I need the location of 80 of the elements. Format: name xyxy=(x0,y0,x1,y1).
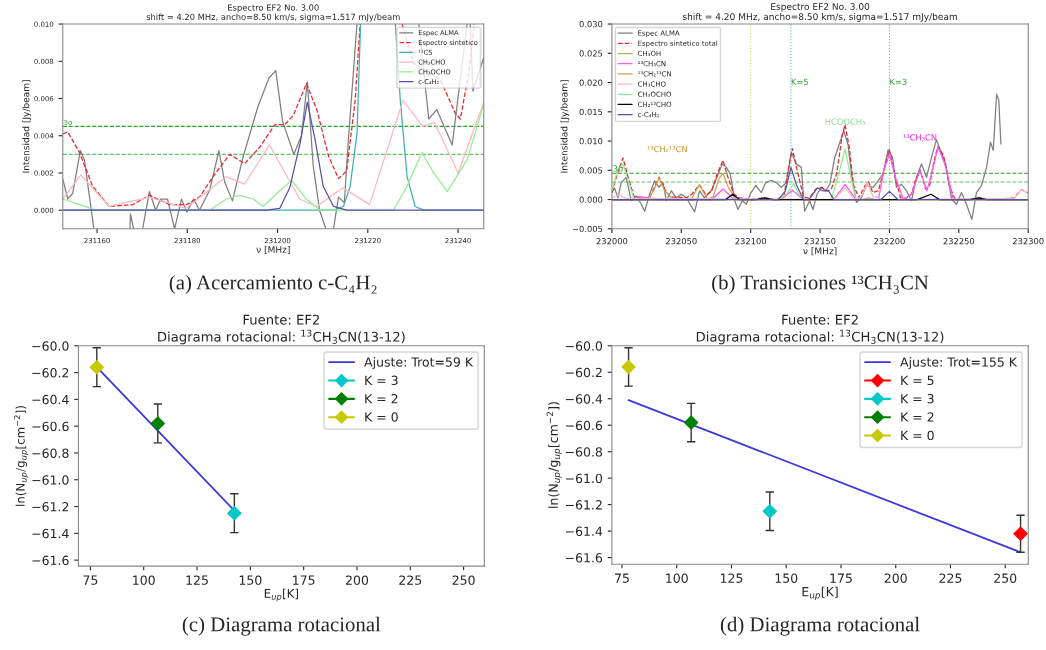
y-tick-label: −60.4 xyxy=(565,394,603,404)
y-tick-label: −61.2 xyxy=(565,500,602,510)
text: (a) Acercamiento c-C₄H₂ xyxy=(169,274,377,294)
x-tick-label: 225 xyxy=(399,575,422,585)
x-axis-title: ν [MHz] xyxy=(256,245,290,254)
x-tick-label: 75 xyxy=(615,573,629,583)
chart-title: Espectro EF2 No. 3.00 shift = 4.20 MHz, ancho=8.50 km/s, sigma=1.517 mJy/beam xyxy=(146,4,400,22)
x-axis-title: ν [MHz] xyxy=(803,247,837,256)
y-tick-label: −61.0 xyxy=(32,475,69,485)
x-tick-label: 232050 xyxy=(666,237,697,245)
annotation: ¹³CH₂¹³CN xyxy=(647,145,687,153)
legend-label: K = 0 xyxy=(901,430,934,441)
x-tick-label: 100 xyxy=(133,575,155,585)
x-tick-label: 232250 xyxy=(943,237,975,245)
chart-title: Fuente: EF2 Diagrama rotacional: $^{13}$CH$_{3}$CN(13-12) xyxy=(696,314,944,345)
x-tick-label: 250 xyxy=(994,573,1017,583)
y-tick-label: −61.6 xyxy=(565,553,603,563)
y-tick-label: −60.6 xyxy=(32,421,69,432)
y-tick-label: −0.005 xyxy=(572,225,603,233)
y-tick-label: −60.2 xyxy=(565,367,602,378)
y-axis-title: ln(N$_{up}$/g$_{up}$[cm$^{−2}$]) xyxy=(13,406,29,506)
y-tick-label: 0.030 xyxy=(579,21,603,28)
legend-label: K = 3 xyxy=(901,393,934,404)
annotation: HCOOCH₃ xyxy=(825,118,865,125)
y-axis-title: Intensidad [Jy/beam] xyxy=(22,80,32,173)
x-tick-label: 232100 xyxy=(735,237,767,245)
x-tick-label: 175 xyxy=(293,575,315,585)
x-tick-label: 175 xyxy=(830,573,852,583)
x-tick-label: 200 xyxy=(345,575,369,585)
x-tick-label: 150 xyxy=(239,575,262,585)
y-tick-label: 0.000 xyxy=(579,196,603,203)
legend-label: K = 0 xyxy=(365,412,398,422)
y-tick-label: 0.025 xyxy=(579,50,603,57)
y-tick-label: −60.2 xyxy=(32,368,69,378)
chart-title: Espectro EF2 No. 3.00 shift = 4.20 MHz, ancho=8.50 km/s, sigma=1.517 mJy/beam xyxy=(682,3,957,22)
x-tick-label: 232000 xyxy=(596,237,628,245)
y-tick-label: 0.005 xyxy=(579,167,603,174)
y-tick-label: −60.8 xyxy=(565,447,603,457)
x-tick-label: 232200 xyxy=(874,237,905,245)
y-tick-label: −61.2 xyxy=(32,502,69,512)
y-tick-label: −60.8 xyxy=(32,448,69,458)
legend-label: Ajuste: Trot=59 K xyxy=(364,357,474,370)
x-tick-label: 232300 xyxy=(1012,237,1044,245)
annotation: K=5 xyxy=(791,78,808,85)
x-tick-label: 125 xyxy=(720,573,743,583)
legend-label: Ajuste: Trot=155 K xyxy=(900,357,1018,370)
x-tick-label: 232150 xyxy=(804,237,836,245)
y-tick-label: −61.4 xyxy=(32,528,69,539)
chart-title: Fuente: EF2 Diagrama rotacional: $^{13}$CH$_{3}$CN(13-12) xyxy=(158,314,405,345)
x-tick-label: 225 xyxy=(939,573,962,583)
text: (b) Transiciones ¹³CH₃CN xyxy=(712,274,929,294)
x-tick-label: 100 xyxy=(666,573,688,583)
legend-label: K = 5 xyxy=(901,375,934,386)
x-tick-label: 200 xyxy=(884,573,907,583)
text: (d) Diagrama rotacional xyxy=(720,616,920,636)
x-tick-label: 75 xyxy=(83,575,98,585)
legend-label: K = 2 xyxy=(365,393,398,404)
y-tick-label: 0.020 xyxy=(579,79,603,86)
y-tick-label: −60.0 xyxy=(565,341,603,351)
x-tick-label: 250 xyxy=(452,575,475,585)
y-tick-label: −60.4 xyxy=(32,394,69,405)
annotation: ¹³CH₃CN xyxy=(903,134,937,141)
ref-line-label: 3σ xyxy=(613,165,624,172)
y-tick-label: −61.4 xyxy=(565,526,603,537)
x-axis-title: E$_{up}$[K] xyxy=(802,586,838,601)
y-axis-title: ln(N$_{up}$/g$_{up}$[cm$^{−2}$]) xyxy=(546,402,562,508)
y-tick-label: 0.015 xyxy=(579,108,603,116)
x-tick-label: 150 xyxy=(775,573,798,583)
y-tick-label: 0.010 xyxy=(579,138,603,145)
y-tick-label: −60.6 xyxy=(565,420,603,431)
y-tick-label: −61.0 xyxy=(565,473,603,484)
y-tick-label: −61.6 xyxy=(32,555,69,566)
y-tick-label: −60.0 xyxy=(32,341,69,351)
x-axis-title: E$_{up}$[K] xyxy=(264,588,298,602)
y-axis-title: Intensidad [Jy/beam] xyxy=(560,80,570,173)
legend-label: K = 2 xyxy=(901,412,934,422)
annotation: K=3 xyxy=(890,78,907,85)
x-tick-label: 125 xyxy=(186,575,208,585)
text: (c) Diagrama rotacional xyxy=(182,616,381,636)
legend-label: K = 3 xyxy=(365,375,398,386)
